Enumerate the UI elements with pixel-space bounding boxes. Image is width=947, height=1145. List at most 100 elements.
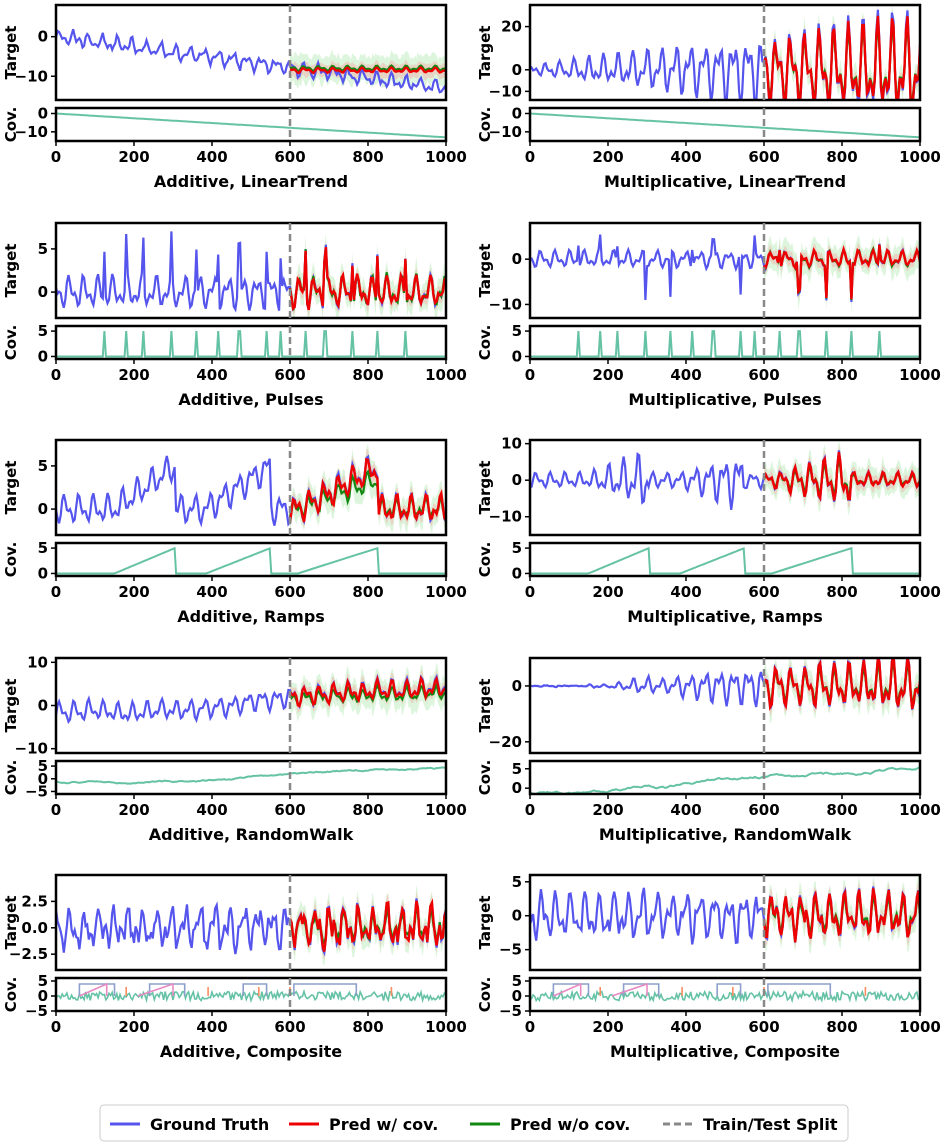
x-tick-label: 1000 (899, 801, 941, 819)
x-tick-label: 0 (525, 583, 535, 601)
cov-ylabel: Cov. (476, 107, 494, 143)
cov-y-tick-label: 5 (38, 757, 48, 775)
x-tick-label: 400 (196, 148, 227, 166)
cov-y-tick-label: 0 (512, 987, 522, 1005)
target-y-tick-label: 5 (38, 240, 48, 258)
cov-ylabel: Cov. (476, 977, 494, 1013)
target-y-tick-label: 10 (27, 653, 48, 671)
x-tick-label: 400 (196, 801, 227, 819)
panel-xlabel: Multiplicative, Composite (610, 1042, 840, 1061)
x-tick-label: 0 (525, 366, 535, 384)
x-tick-label: 1000 (425, 801, 467, 819)
cov-y-tick-label: 5 (38, 322, 48, 340)
x-tick-label: 200 (118, 1018, 149, 1036)
cov-axes-frame (54, 759, 448, 796)
cov-axes-frame (54, 324, 448, 361)
cov-axes-frame (528, 541, 922, 578)
cov-y-tick-label: −5 (25, 782, 48, 800)
target-y-tick-label: 10 (501, 435, 522, 453)
target-ylabel: Target (2, 461, 20, 515)
covariate-line (530, 546, 920, 575)
x-tick-label: 400 (670, 801, 701, 819)
x-tick-label: 0 (51, 1018, 61, 1036)
x-tick-label: 0 (525, 801, 535, 819)
cov-y-tick-label: 5 (38, 972, 48, 990)
x-tick-label: 800 (352, 583, 383, 601)
target-y-tick-label: −10 (489, 82, 522, 100)
panel-xlabel: Additive, Composite (160, 1042, 342, 1061)
x-tick-label: 1000 (425, 1018, 467, 1036)
covariate-line (56, 546, 446, 575)
target-axes-frame (54, 221, 448, 320)
cov-y-tick-label: 5 (512, 539, 522, 557)
cov-ylabel: Cov. (2, 542, 20, 578)
x-tick-label: 600 (748, 583, 779, 601)
cov-y-tick-label: 5 (512, 972, 522, 990)
target-y-tick-label: −10 (489, 508, 522, 526)
x-tick-label: 1000 (899, 1018, 941, 1036)
target-y-tick-label: −10 (489, 295, 522, 313)
pred-with-cov-line (763, 244, 920, 300)
x-tick-label: 400 (196, 366, 227, 384)
x-tick-label: 600 (748, 366, 779, 384)
x-tick-label: 800 (826, 1018, 857, 1036)
target-y-tick-label: 0 (512, 677, 522, 695)
target-y-tick-label: 20 (501, 18, 522, 36)
target-y-tick-label: 0 (512, 250, 522, 268)
cov-y-tick-label: 0 (38, 105, 48, 123)
x-tick-label: 400 (670, 1018, 701, 1036)
x-tick-label: 0 (525, 148, 535, 166)
pred-with-cov-line (288, 457, 446, 523)
pred-with-cov-line (288, 246, 446, 312)
x-tick-label: 200 (592, 148, 623, 166)
x-tick-label: 400 (670, 583, 701, 601)
target-axes-frame (54, 873, 448, 972)
covariate-line (530, 330, 920, 358)
pred-with-cov-interval (290, 449, 446, 530)
cov-y-tick-label: 5 (512, 322, 522, 340)
x-tick-label: 200 (118, 801, 149, 819)
panel-xlabel: Additive, Pulses (178, 390, 323, 409)
covariate-line (56, 988, 446, 1004)
x-tick-label: 1000 (899, 583, 941, 601)
target-y-tick-label: −20 (489, 733, 522, 751)
x-tick-label: 0 (51, 583, 61, 601)
covariate-line (56, 766, 446, 785)
x-tick-label: 800 (826, 801, 857, 819)
legend-label-pred-with-cov: Pred w/ cov. (329, 1115, 438, 1134)
cov-ylabel: Cov. (2, 760, 20, 796)
cov-y-tick-label: −5 (25, 1002, 48, 1020)
cov-ylabel: Cov. (2, 977, 20, 1013)
cov-axes-frame (54, 541, 448, 578)
panel-xlabel: Multiplicative, Ramps (627, 607, 822, 626)
target-y-tick-label: 2.5 (21, 892, 48, 910)
covariate-line (56, 330, 446, 358)
pred-with-cov-line (762, 15, 920, 100)
cov-ylabel: Cov. (2, 325, 20, 361)
legend: Ground Truth Pred w/ cov. Pred w/o cov. … (99, 1104, 849, 1142)
cov-axes-frame (528, 976, 922, 1013)
covariate-ramp-line (79, 982, 174, 997)
x-tick-label: 0 (525, 1018, 535, 1036)
x-tick-label: 800 (352, 366, 383, 384)
target-ylabel: Target (476, 461, 494, 515)
target-y-tick-label: 0 (38, 697, 48, 715)
pred-without-cov-interval (764, 235, 920, 313)
x-tick-label: 200 (592, 1018, 623, 1036)
panel-xlabel: Multiplicative, Pulses (628, 390, 821, 409)
cov-y-tick-label: 0 (512, 347, 522, 365)
target-ylabel: Target (476, 679, 494, 733)
pred-with-cov-line (288, 898, 446, 952)
x-tick-label: 600 (274, 148, 305, 166)
panel-xlabel: Additive, RandomWalk (149, 825, 354, 844)
covariate-line (56, 112, 446, 139)
target-axes-frame (54, 3, 448, 102)
target-y-tick-label: 5 (512, 873, 522, 891)
x-tick-label: 200 (118, 148, 149, 166)
x-tick-label: 600 (748, 801, 779, 819)
target-ylabel: Target (2, 896, 20, 950)
